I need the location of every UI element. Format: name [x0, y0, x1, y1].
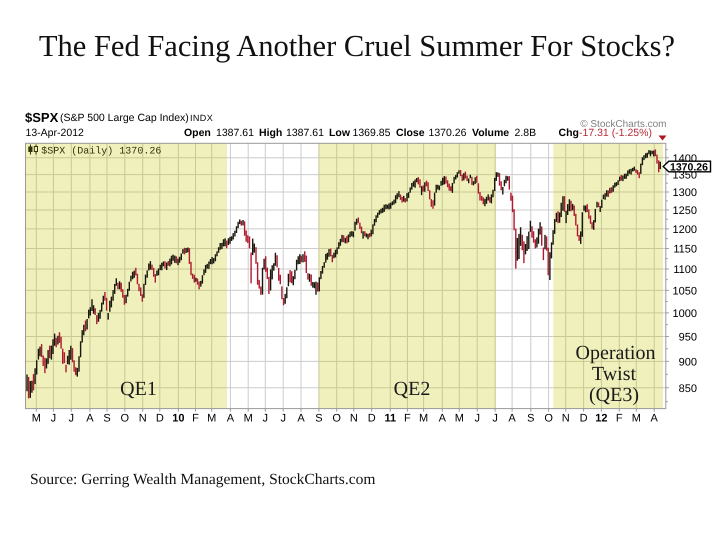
svg-text:N: N: [350, 413, 358, 425]
svg-text:1050: 1050: [673, 285, 697, 297]
svg-text:Twist: Twist: [592, 363, 637, 385]
svg-text:D: D: [156, 413, 164, 425]
svg-text:M: M: [632, 413, 641, 425]
svg-text:QE1: QE1: [120, 378, 157, 400]
svg-text:N: N: [139, 413, 147, 425]
svg-text:A: A: [297, 413, 305, 425]
svg-text:J: J: [492, 413, 498, 425]
svg-text:A: A: [439, 413, 447, 425]
svg-text:10: 10: [172, 413, 184, 425]
svg-text:850: 850: [679, 383, 697, 395]
svg-text:S: S: [527, 413, 534, 425]
svg-text:O: O: [332, 413, 341, 425]
svg-text:1300: 1300: [673, 187, 697, 199]
svg-text:900: 900: [679, 356, 697, 368]
svg-text:1250: 1250: [673, 205, 697, 217]
svg-text:D: D: [580, 413, 588, 425]
svg-text:O: O: [121, 413, 130, 425]
svg-text:12: 12: [595, 413, 607, 425]
svg-text:F: F: [616, 413, 623, 425]
svg-text:1100: 1100: [673, 264, 697, 276]
svg-text:A: A: [227, 413, 235, 425]
svg-text:J: J: [51, 413, 57, 425]
svg-text:J: J: [69, 413, 75, 425]
svg-text:1200: 1200: [673, 224, 697, 236]
svg-text:S: S: [103, 413, 110, 425]
svg-text:1000: 1000: [673, 308, 697, 320]
svg-text:J: J: [280, 413, 286, 425]
svg-text:O: O: [544, 413, 553, 425]
svg-text:F: F: [192, 413, 199, 425]
svg-text:D: D: [368, 413, 376, 425]
svg-text:J: J: [263, 413, 269, 425]
svg-text:M: M: [32, 413, 41, 425]
svg-text:N: N: [562, 413, 570, 425]
svg-text:M: M: [419, 413, 428, 425]
svg-text:A: A: [651, 413, 659, 425]
svg-text:$SPX (Daily) 1370.26: $SPX (Daily) 1370.26: [41, 146, 161, 158]
svg-text:F: F: [404, 413, 411, 425]
svg-text:Operation: Operation: [576, 342, 656, 364]
svg-text:J: J: [474, 413, 480, 425]
svg-text:11: 11: [384, 413, 396, 425]
svg-text:1370.26: 1370.26: [670, 162, 708, 174]
svg-text:1150: 1150: [673, 244, 697, 256]
svg-text:QE2: QE2: [394, 378, 431, 400]
svg-text:S: S: [315, 413, 322, 425]
svg-text:(QE3): (QE3): [589, 384, 639, 406]
svg-text:A: A: [508, 413, 516, 425]
svg-text:M: M: [207, 413, 216, 425]
svg-text:950: 950: [679, 332, 697, 344]
svg-text:M: M: [455, 413, 464, 425]
svg-text:M: M: [244, 413, 253, 425]
svg-text:1350: 1350: [673, 170, 697, 182]
svg-text:A: A: [86, 413, 94, 425]
